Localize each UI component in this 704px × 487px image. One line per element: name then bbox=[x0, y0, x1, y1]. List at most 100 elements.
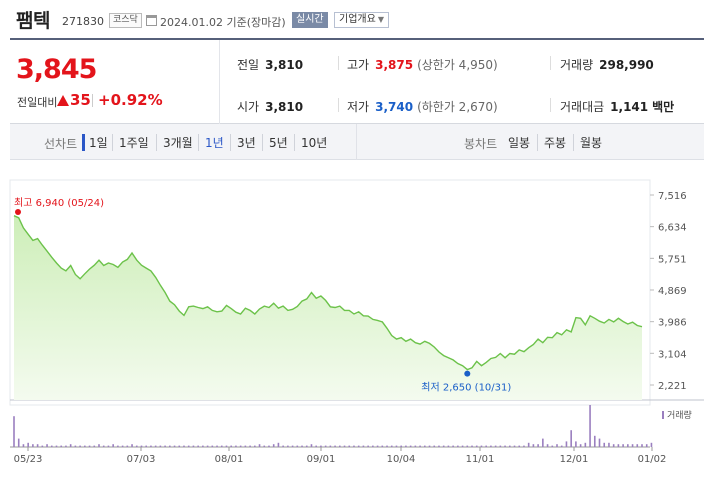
volume-bar bbox=[485, 445, 487, 447]
price-chart-svg: 최고 6,940 (05/24) 최저 2,650 (10/31) 7,516 6… bbox=[9, 179, 704, 465]
x-tick-label: 09/01 bbox=[307, 454, 336, 465]
stock-header: 팸텍 271830 코스닥 2024.01.02 기준(장마감) 실시간 기업개… bbox=[0, 0, 704, 38]
open-label: 시가 bbox=[237, 100, 260, 114]
volume-bar bbox=[551, 445, 554, 447]
realtime-button[interactable]: 실시간 bbox=[292, 12, 328, 28]
quote-panel: 3,845 전일대비 35 +0.92% 전일 3,810 고가 3,875 (상한가… bbox=[10, 38, 704, 124]
volume-bar bbox=[249, 445, 251, 447]
high-cell: 고가 3,875 (상한가 4,950) bbox=[347, 56, 498, 73]
volume-bar bbox=[357, 445, 360, 447]
candle-weekly[interactable]: 주봉 bbox=[537, 134, 572, 151]
volume-bar bbox=[135, 445, 138, 447]
y-tick-label: 3,104 bbox=[658, 349, 687, 360]
volume-bar bbox=[154, 445, 157, 447]
candle-monthly[interactable]: 월봉 bbox=[573, 134, 608, 151]
y-tick-label: 5,751 bbox=[658, 254, 687, 265]
period-1y[interactable]: 1년 bbox=[198, 134, 230, 151]
volume-bar bbox=[471, 445, 473, 447]
upper-limit: (상한가 4,950) bbox=[417, 58, 498, 72]
x-tick-label: 11/01 bbox=[466, 454, 495, 465]
volume-bar bbox=[211, 445, 214, 447]
volume-bar bbox=[93, 445, 96, 447]
volume-bar bbox=[556, 444, 558, 447]
volume-bar bbox=[650, 442, 653, 447]
volume-bar bbox=[216, 445, 218, 447]
volume-bar bbox=[225, 445, 228, 447]
volume-bar bbox=[41, 445, 44, 447]
prev-close-cell: 전일 3,810 bbox=[237, 56, 303, 73]
amount-value: 1,141 bbox=[610, 100, 649, 114]
stock-name: 팸텍 bbox=[16, 10, 50, 32]
min-point bbox=[464, 370, 471, 377]
volume-bar bbox=[523, 445, 525, 447]
period-5y[interactable]: 5년 bbox=[262, 134, 294, 151]
volume-bar bbox=[339, 445, 341, 447]
volume-bar bbox=[178, 445, 181, 447]
volume-bar bbox=[376, 445, 379, 447]
volume-bar bbox=[126, 445, 129, 447]
volume-bar bbox=[423, 445, 426, 447]
volume-bar bbox=[546, 444, 549, 447]
period-10y[interactable]: 10년 bbox=[294, 134, 333, 151]
x-tick-label: 05/23 bbox=[14, 454, 43, 465]
volume-bar bbox=[428, 445, 431, 447]
volume-bar bbox=[320, 445, 322, 447]
volume-bar bbox=[612, 444, 615, 447]
price-area bbox=[14, 215, 642, 400]
y-tick-label: 2,221 bbox=[658, 381, 687, 392]
x-tick-label: 10/04 bbox=[387, 454, 416, 465]
volume-bar bbox=[310, 444, 313, 447]
x-tick-label: 01/02 bbox=[638, 454, 667, 465]
volume-bar bbox=[173, 445, 176, 447]
period-3y[interactable]: 3년 bbox=[230, 134, 262, 151]
volume-bar bbox=[627, 444, 629, 447]
change-label: 전일대비 bbox=[17, 96, 58, 109]
period-1w[interactable]: 1주일 bbox=[112, 134, 155, 151]
volume-bar bbox=[457, 445, 459, 447]
volume-bar bbox=[65, 445, 67, 447]
volume-bar bbox=[159, 445, 162, 447]
volume-bar bbox=[263, 445, 266, 447]
volume-bar bbox=[230, 445, 233, 447]
volume-bar bbox=[518, 445, 521, 447]
x-tick-label: 07/03 bbox=[127, 454, 156, 465]
volume-bar bbox=[513, 445, 516, 447]
price-column: 3,845 전일대비 35 +0.92% bbox=[10, 40, 220, 124]
volume-bar bbox=[277, 442, 280, 447]
candle-daily[interactable]: 일봉 bbox=[508, 136, 531, 150]
volume-bar bbox=[197, 445, 199, 447]
chevron-down-icon: ▼ bbox=[377, 15, 384, 24]
volume-bar bbox=[560, 445, 563, 447]
volume-legend-icon bbox=[662, 411, 664, 419]
volume-bar bbox=[334, 445, 336, 447]
volume-bar bbox=[36, 444, 39, 447]
period-1d[interactable]: 1일 bbox=[82, 134, 114, 151]
volume-bar bbox=[164, 445, 166, 447]
volume-bar bbox=[532, 444, 535, 447]
amount-cell: 거래대금 1,141 백만 bbox=[560, 98, 674, 115]
volume-bar bbox=[565, 441, 568, 447]
volume-bar bbox=[461, 445, 464, 447]
period-3m[interactable]: 3개월 bbox=[156, 134, 199, 151]
low-label: 저가 bbox=[347, 100, 370, 114]
volume-bar bbox=[589, 405, 591, 447]
volume-bar bbox=[121, 445, 124, 447]
company-overview-button[interactable]: 기업개요 ▼ bbox=[334, 12, 389, 28]
volume-bar bbox=[499, 445, 502, 447]
volume-bar bbox=[527, 442, 530, 447]
volume-bar bbox=[584, 442, 587, 447]
y-tick-label: 4,869 bbox=[658, 286, 687, 297]
volume-bar bbox=[98, 444, 100, 447]
x-tick-label: 12/01 bbox=[560, 454, 589, 465]
volume-bar bbox=[622, 444, 624, 447]
amount-label: 거래대금 bbox=[560, 100, 605, 114]
volume-bar bbox=[145, 445, 148, 447]
high-value: 3,875 bbox=[375, 58, 414, 72]
change-divider bbox=[92, 94, 93, 107]
volume-bar bbox=[32, 444, 34, 447]
volume-bar bbox=[244, 445, 247, 447]
volume-bar bbox=[617, 444, 620, 447]
volume-bar bbox=[13, 416, 15, 447]
volume-bar bbox=[112, 444, 114, 447]
volume-bar bbox=[480, 445, 483, 447]
